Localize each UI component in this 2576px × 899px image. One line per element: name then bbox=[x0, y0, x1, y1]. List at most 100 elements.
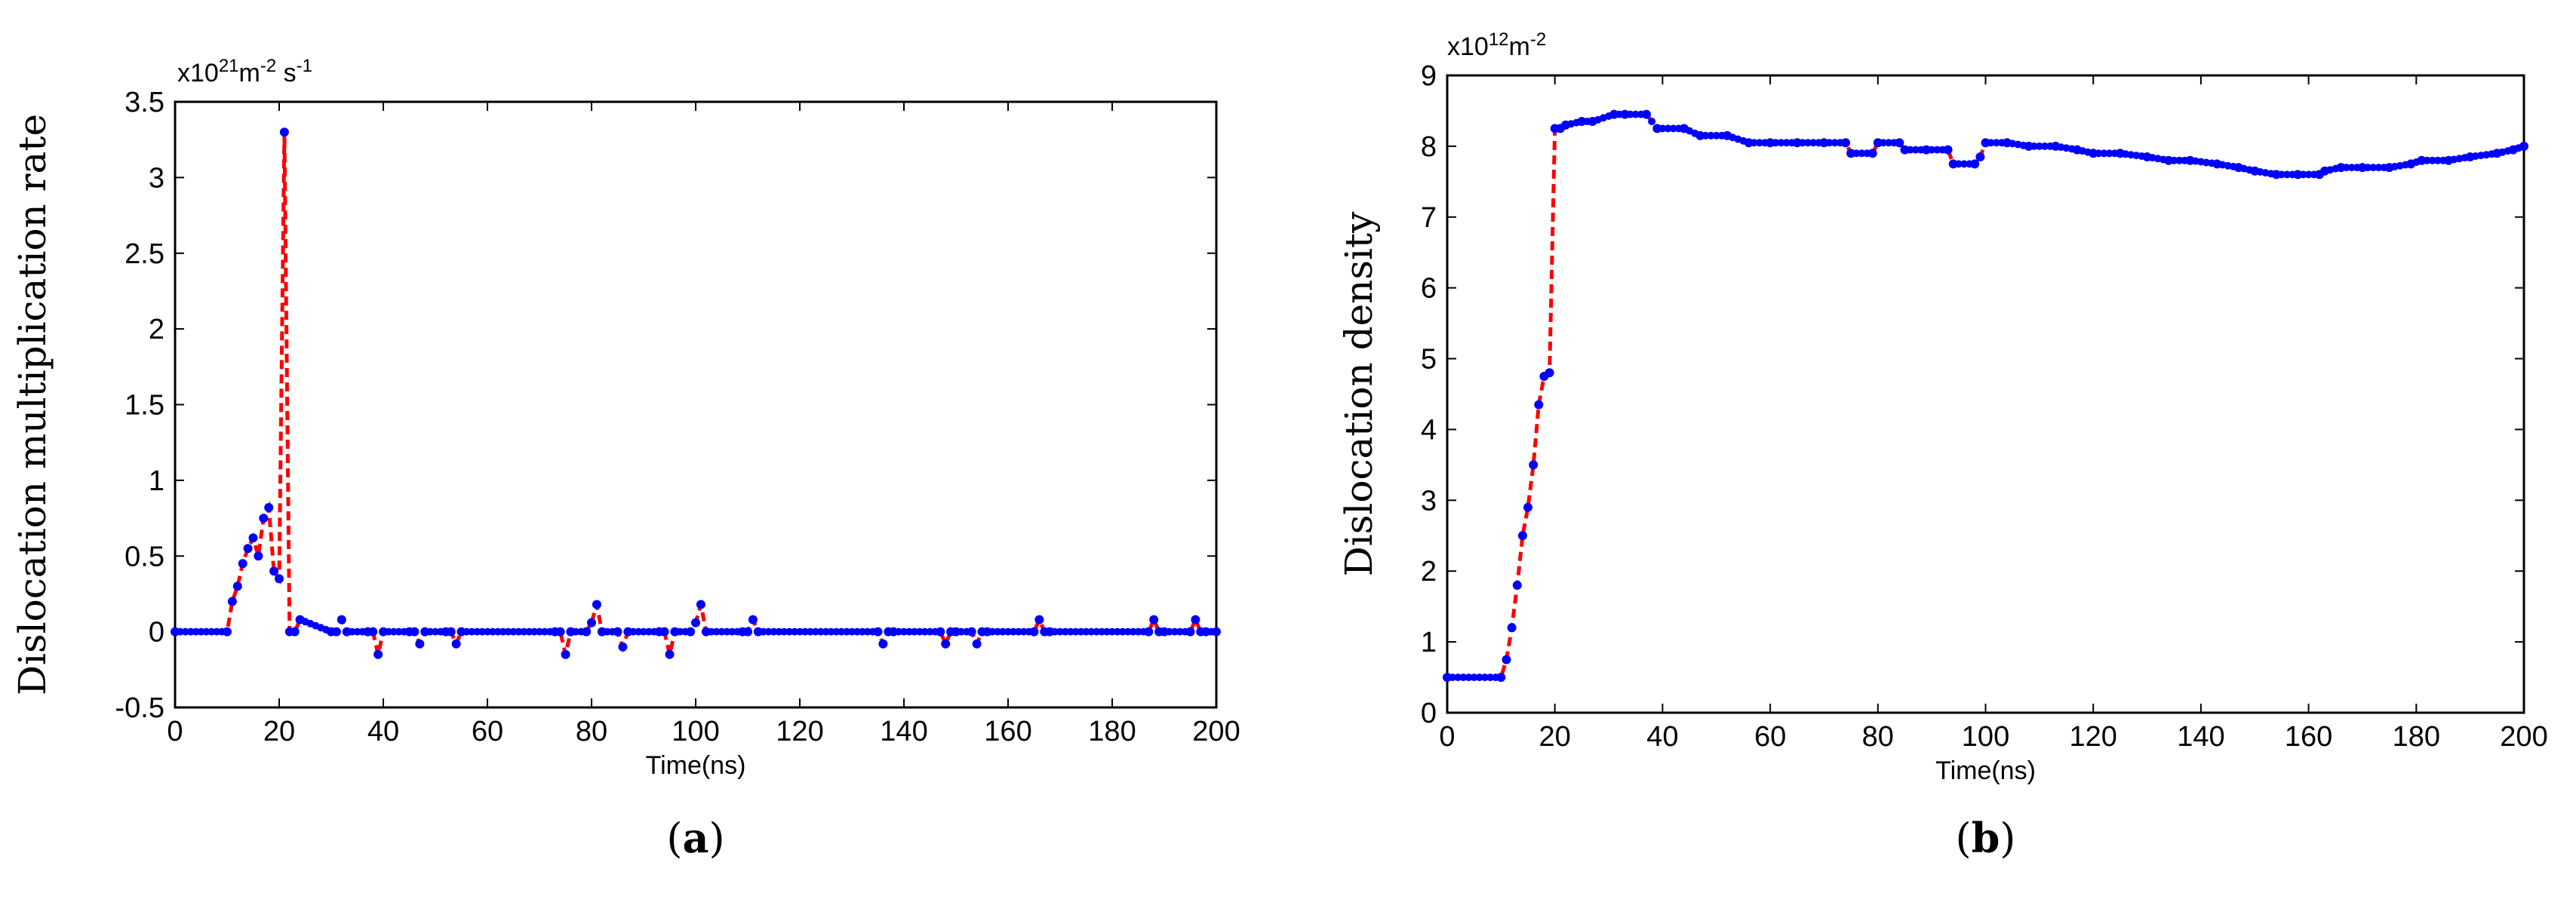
data-point bbox=[451, 639, 461, 649]
data-point bbox=[659, 627, 669, 637]
data-point bbox=[843, 627, 851, 636]
data-point bbox=[858, 627, 866, 636]
data-point bbox=[1867, 149, 1877, 158]
data-point bbox=[2465, 152, 2475, 161]
series-line-b bbox=[1447, 112, 2525, 680]
data-point bbox=[1873, 138, 1883, 148]
data-point bbox=[618, 642, 628, 652]
data-point bbox=[665, 649, 675, 659]
data-point bbox=[863, 627, 871, 636]
data-point bbox=[1943, 145, 1953, 155]
data-point bbox=[181, 627, 189, 636]
data-point bbox=[1534, 400, 1544, 410]
x-tick-label: 100 bbox=[1962, 721, 2009, 753]
y-axis-multiplier-a: x1021m-2 s-1 bbox=[177, 56, 312, 88]
data-point bbox=[232, 581, 242, 591]
data-point bbox=[640, 627, 647, 636]
data-point bbox=[1933, 146, 1941, 154]
x-tick-label: 100 bbox=[672, 716, 719, 747]
data-point bbox=[1045, 627, 1055, 637]
data-point bbox=[1507, 623, 1517, 633]
x-tick-label: 80 bbox=[576, 716, 607, 747]
data-point bbox=[936, 627, 945, 637]
data-point bbox=[1911, 146, 1920, 154]
y-axis-multiplier-b: x1012m-2 bbox=[1447, 29, 1546, 62]
data-point bbox=[910, 627, 918, 636]
data-point bbox=[1082, 627, 1090, 636]
data-point bbox=[816, 627, 825, 636]
y-tick-label: -0.5 bbox=[115, 692, 164, 724]
data-point bbox=[848, 627, 856, 636]
data-point bbox=[1669, 124, 1677, 133]
data-point bbox=[499, 627, 507, 636]
chart-b: 0 1 2 3 4 5 6 7 8 9 0 20 40 60 80 100 120 140 160 180 200 x… bbox=[1337, 29, 2548, 863]
data-point bbox=[1846, 149, 1856, 158]
data-point bbox=[838, 627, 846, 636]
data-point bbox=[770, 627, 778, 636]
data-point bbox=[967, 627, 976, 637]
data-point bbox=[873, 627, 883, 637]
data-point bbox=[1561, 120, 1570, 130]
data-point bbox=[1212, 627, 1221, 637]
y-tick-label: 6 bbox=[1421, 273, 1437, 305]
data-point bbox=[2336, 163, 2346, 173]
data-point bbox=[635, 627, 643, 636]
data-point bbox=[1061, 627, 1069, 636]
data-point bbox=[1113, 627, 1121, 636]
data-point bbox=[1496, 673, 1506, 683]
y-tick-label: 4 bbox=[1421, 414, 1437, 446]
data-point bbox=[1191, 615, 1200, 624]
y-axis-label-a: Dislocation multiplication rate bbox=[11, 114, 54, 695]
data-point bbox=[1459, 673, 1468, 682]
y-tick-label: 2.5 bbox=[124, 238, 164, 270]
data-point bbox=[1545, 368, 1554, 378]
data-point bbox=[1087, 627, 1096, 636]
data-point bbox=[748, 615, 758, 624]
data-point bbox=[342, 627, 352, 637]
data-point bbox=[1975, 152, 1985, 161]
data-point bbox=[1077, 627, 1085, 636]
data-point bbox=[509, 627, 518, 636]
data-point bbox=[1992, 139, 2000, 147]
x-tick-label: 60 bbox=[472, 716, 503, 747]
x-tick-label: 140 bbox=[2177, 721, 2224, 753]
data-point bbox=[2347, 164, 2356, 172]
data-point bbox=[2115, 149, 2125, 158]
data-point bbox=[811, 627, 819, 636]
data-point bbox=[1766, 138, 1775, 148]
y-tick-label: 0.5 bbox=[124, 541, 164, 572]
data-point bbox=[186, 627, 195, 636]
data-point bbox=[941, 639, 951, 649]
data-point bbox=[1529, 460, 1539, 470]
data-point bbox=[718, 627, 726, 636]
data-point bbox=[982, 627, 992, 637]
data-point bbox=[295, 615, 305, 624]
panel-letter-a: a bbox=[683, 814, 709, 862]
data-point bbox=[1620, 109, 1630, 119]
data-point bbox=[264, 503, 274, 512]
data-point bbox=[379, 627, 388, 637]
data-point bbox=[1858, 149, 1866, 158]
data-point bbox=[1831, 139, 1839, 147]
data-point bbox=[446, 627, 456, 637]
data-point bbox=[192, 627, 200, 636]
data-point bbox=[243, 544, 253, 554]
data-point bbox=[926, 627, 934, 636]
data-point bbox=[587, 618, 596, 627]
data-point bbox=[712, 627, 721, 636]
data-point bbox=[597, 627, 607, 637]
data-point bbox=[1885, 139, 1893, 147]
y-axis-ticks-a: -0.5 0 0.5 1 1.5 2 2.5 3 3.5 bbox=[115, 87, 1216, 724]
data-point bbox=[1465, 673, 1473, 682]
x-tick-label: 160 bbox=[984, 716, 1031, 747]
x-tick-label: 120 bbox=[776, 716, 823, 747]
data-point bbox=[878, 639, 888, 649]
data-point bbox=[254, 551, 263, 561]
data-point bbox=[2003, 138, 2012, 148]
data-point bbox=[1134, 627, 1142, 636]
data-point bbox=[1841, 138, 1850, 148]
data-point bbox=[561, 649, 570, 659]
data-point bbox=[723, 627, 731, 636]
data-point bbox=[2375, 164, 2383, 172]
data-point bbox=[1034, 615, 1044, 624]
